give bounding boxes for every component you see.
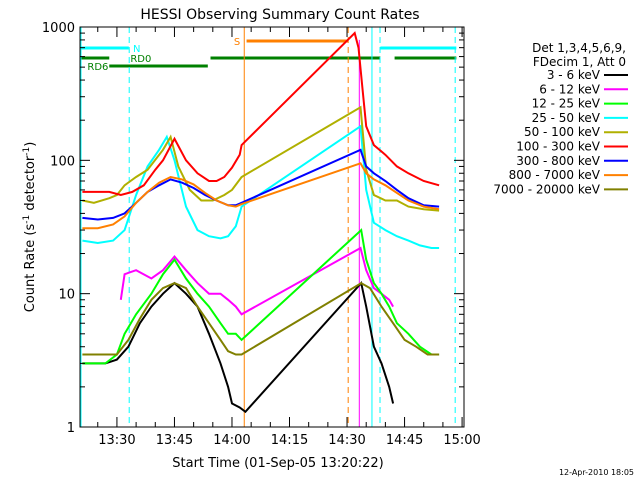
flag-label-n: N bbox=[133, 44, 140, 55]
series-line-100-300-kev bbox=[82, 31, 440, 197]
vertical-markers bbox=[80, 27, 456, 427]
legend-label-7000-20000-kev: 7000 - 20000 keV bbox=[493, 182, 600, 196]
flag-label-s: S bbox=[234, 37, 240, 48]
legend: Det 1,3,4,5,6,9, FDecim 1, Att 0 3 - 6 k… bbox=[493, 41, 628, 196]
legend-label-300-800-kev: 300 - 800 keV bbox=[516, 154, 600, 168]
series-line-50-100-kev bbox=[82, 105, 440, 212]
y-axis: 1 10 100 1000 bbox=[42, 21, 464, 436]
series-line-3-6-kev bbox=[82, 280, 395, 414]
series-line-7000-20000-kev bbox=[82, 281, 440, 356]
y-tick-label: 1000 bbox=[42, 21, 75, 36]
y-tick-label: 1 bbox=[67, 421, 75, 436]
footer-stamp: 12-Apr-2010 18:05 bbox=[559, 468, 634, 477]
legend-label-25-50-kev: 25 - 50 keV bbox=[532, 111, 601, 125]
legend-label-6-12-kev: 6 - 12 keV bbox=[539, 82, 601, 96]
series-line-6-12-kev bbox=[119, 246, 394, 316]
legend-label-50-100-kev: 50 - 100 keV bbox=[524, 125, 601, 139]
x-axis-label: Start Time (01-Sep-05 13:20:22) bbox=[172, 456, 383, 471]
legend-label-100-300-kev: 100 - 300 keV bbox=[516, 140, 600, 154]
flag-label-rd0: RD0 bbox=[130, 54, 151, 65]
series-lines bbox=[82, 31, 440, 414]
x-tick-label: 14:30 bbox=[328, 433, 365, 448]
legend-header-line-1: Det 1,3,4,5,6,9, bbox=[532, 41, 626, 55]
legend-label-12-25-kev: 12 - 25 keV bbox=[532, 97, 601, 111]
flag-bars: N S RD0 RD6 bbox=[80, 37, 457, 73]
x-tick-label: 14:45 bbox=[386, 433, 423, 448]
x-tick-label: 15:00 bbox=[443, 433, 480, 448]
y-axis-label: Count Rate (s-1 detector-1) bbox=[22, 142, 38, 313]
legend-label-800-7000-kev: 800 - 7000 keV bbox=[509, 168, 601, 182]
y-tick-label: 100 bbox=[50, 154, 75, 169]
x-tick-label: 14:00 bbox=[213, 433, 250, 448]
y-tick-label: 10 bbox=[58, 288, 75, 303]
x-tick-label: 13:45 bbox=[156, 433, 193, 448]
chart-title: HESSI Observing Summary Count Rates bbox=[140, 7, 419, 23]
legend-label-3-6-kev: 3 - 6 keV bbox=[547, 68, 601, 82]
series-line-12-25-kev bbox=[82, 228, 440, 365]
legend-header-line-2: FDecim 1, Att 0 bbox=[533, 55, 626, 69]
flag-label-rd6: RD6 bbox=[87, 62, 108, 73]
x-tick-label: 14:15 bbox=[271, 433, 308, 448]
series-line-800-7000-kev bbox=[82, 162, 440, 230]
plot-frame bbox=[79, 26, 465, 428]
x-axis: 13:30 13:45 14:00 14:15 14:30 14:45 15:00 bbox=[97, 27, 481, 448]
x-tick-label: 13:30 bbox=[98, 433, 135, 448]
series-line-25-50-kev bbox=[82, 124, 440, 249]
